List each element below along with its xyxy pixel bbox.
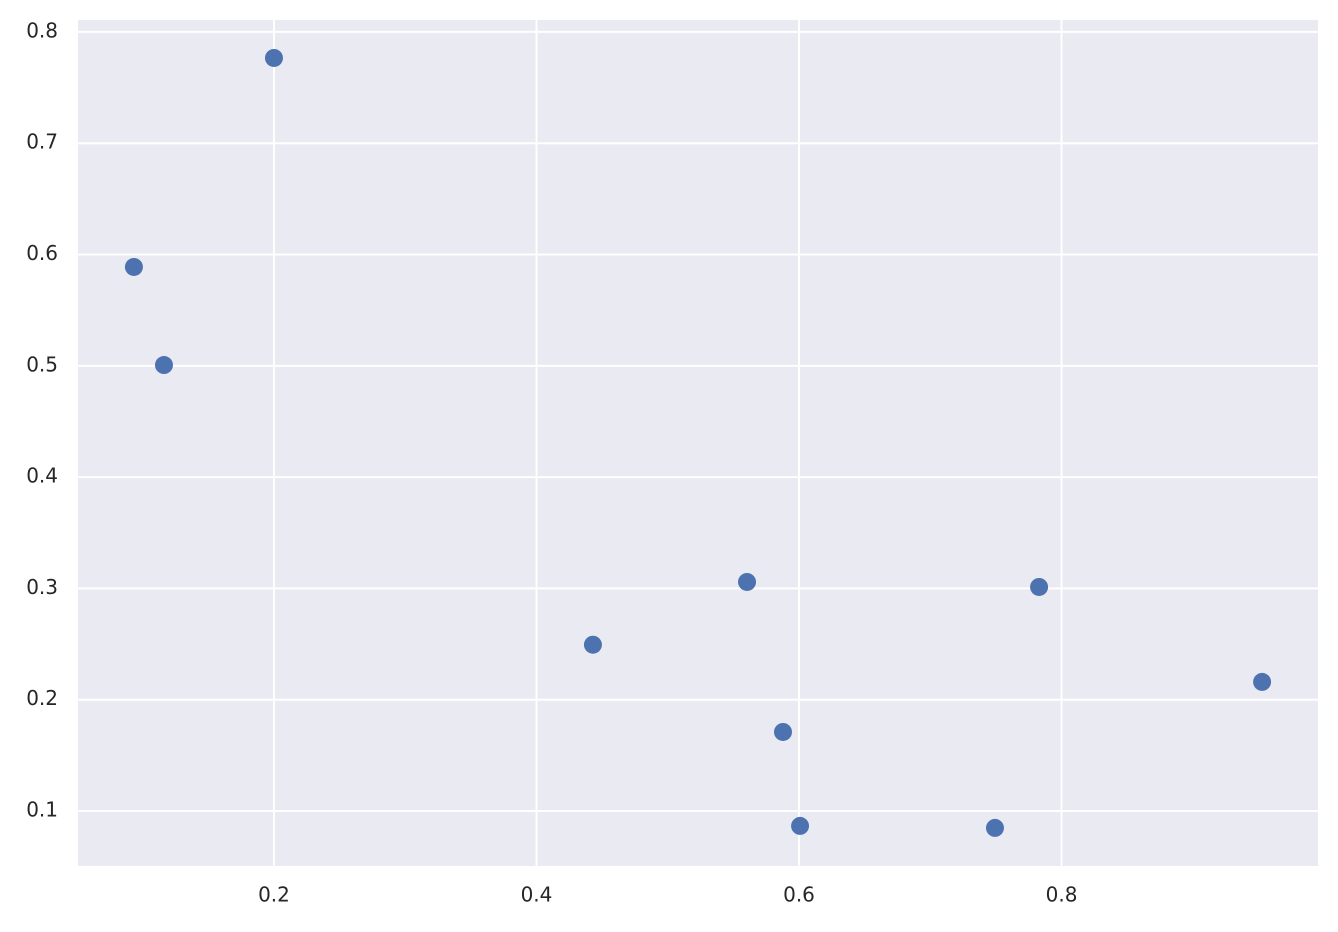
x-tick-label: 0.6	[783, 883, 815, 907]
point	[264, 48, 283, 67]
point	[738, 572, 757, 591]
x-tick-label: 0.8	[1046, 883, 1078, 907]
y-tick-label: 0.1	[26, 798, 58, 822]
point	[791, 816, 810, 835]
y-tick-label: 0.5	[26, 352, 58, 376]
y-tick-label: 0.8	[26, 18, 58, 42]
point	[985, 818, 1004, 837]
point	[583, 635, 602, 654]
point	[154, 356, 173, 375]
y-tick-label: 0.7	[26, 130, 58, 154]
y-tick-label: 0.2	[26, 686, 58, 710]
y-tick-label: 0.3	[26, 575, 58, 599]
x-tick-label: 0.4	[521, 883, 553, 907]
y-tick-label: 0.6	[26, 241, 58, 265]
y-tick-label: 0.4	[26, 464, 58, 488]
point	[1030, 577, 1049, 596]
x-tick-label: 0.2	[258, 883, 290, 907]
point	[124, 257, 143, 276]
point	[1253, 672, 1272, 691]
point	[773, 722, 792, 741]
plot-area	[78, 20, 1318, 866]
